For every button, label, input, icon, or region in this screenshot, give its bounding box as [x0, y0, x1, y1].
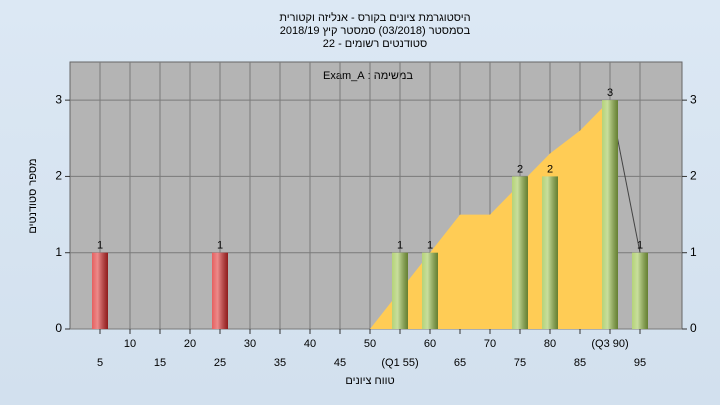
chart-title: היסטוגרמת ציונים בקורס - אנליזה וקטורית [279, 11, 470, 24]
x-tick-label: 60 [424, 338, 436, 350]
data-label: 1 [97, 240, 103, 252]
bar-shade [422, 252, 438, 329]
y-tick-label: 2 [55, 169, 62, 183]
x-tick-label: 20 [184, 338, 196, 350]
y2-tick-label: 0 [690, 321, 697, 335]
x-tick-label: 80 [544, 338, 556, 350]
data-label: 1 [427, 240, 433, 252]
bar-shade [512, 176, 528, 329]
data-label: 3 [607, 87, 613, 99]
x-tick-label: 85 [574, 357, 586, 369]
x-tick-label: 15 [154, 357, 166, 369]
marks: 1 1 1 1 2 2 3 1 [92, 87, 648, 330]
y2-tick-label: 1 [690, 245, 697, 259]
y-tick-label: 3 [55, 92, 62, 106]
data-label: 2 [517, 163, 523, 175]
x-tick-label: 35 [274, 357, 286, 369]
bar-shade [632, 252, 648, 329]
x-tick-label: 30 [244, 338, 256, 350]
data-label: 1 [637, 240, 643, 252]
bar-shade [92, 252, 108, 329]
x-tick-label: 65 [454, 357, 466, 369]
x-tick-label: 25 [214, 357, 226, 369]
bar-shade [602, 100, 618, 330]
y-tick-label: 1 [55, 245, 62, 259]
y-tick-label: 0 [55, 321, 62, 335]
x-tick-label: (Q3 90) [591, 338, 628, 350]
chart-subtitle: סטודנטים רשומים - 22 [323, 38, 427, 50]
data-label: 2 [547, 163, 553, 175]
y2-tick-label: 3 [690, 92, 697, 106]
y2-tick-label: 2 [690, 169, 697, 183]
bar-shade [542, 176, 558, 329]
x-tick-label: 95 [634, 357, 646, 369]
data-label: 1 [397, 240, 403, 252]
x-tick-label: 10 [124, 338, 136, 350]
x-tick-label: 45 [334, 357, 346, 369]
bar-shade [212, 252, 228, 329]
x-tick-label: (Q1 55) [381, 357, 418, 369]
x-axis-label: טווח ציונים [345, 375, 394, 387]
x-tick-label: 50 [364, 338, 376, 350]
annotation: במשימה : Exam_A [323, 70, 413, 82]
chart-subtitle: בסמסטר (03/2018) סמסטר קיץ 2018/19 [280, 25, 471, 37]
bar-shade [392, 252, 408, 329]
x-tick-label: 70 [484, 338, 496, 350]
data-label: 1 [217, 240, 223, 252]
x-tick-label: 5 [97, 357, 103, 369]
y-axis-label: מספר סטודנטים [27, 158, 39, 233]
x-tick-label: 40 [304, 338, 316, 350]
x-tick-label: 75 [514, 357, 526, 369]
